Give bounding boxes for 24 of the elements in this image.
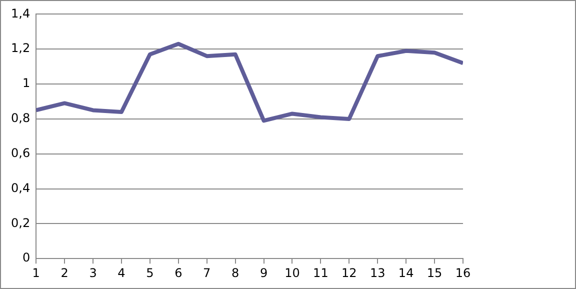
x-tick-label: 8 xyxy=(231,266,240,280)
x-tick-label: 3 xyxy=(89,266,97,280)
x-tick-label: 1 xyxy=(32,266,40,280)
x-tick-label: 2 xyxy=(60,266,68,280)
x-tick-label: 12 xyxy=(342,266,357,280)
y-tick-label: 0,4 xyxy=(10,180,30,195)
y-tick-label: 0,2 xyxy=(10,216,30,230)
x-tick-label: 7 xyxy=(203,266,211,280)
y-tick-label: 1,2 xyxy=(10,41,30,56)
x-tick-label: 11 xyxy=(313,266,328,280)
y-tick-label: 0,6 xyxy=(10,146,30,160)
x-tick-label: 6 xyxy=(174,266,182,280)
x-tick-label: 5 xyxy=(146,266,154,280)
y-tick-label: 0 xyxy=(22,250,30,265)
x-tick-label: 15 xyxy=(426,266,442,280)
x-tick-label: 16 xyxy=(455,266,471,280)
x-tick-label: 10 xyxy=(284,266,300,280)
x-tick-label: 4 xyxy=(118,266,126,280)
x-tick-label: 14 xyxy=(398,266,414,280)
x-tick-label: 9 xyxy=(260,266,268,280)
y-tick-label: 0,8 xyxy=(10,111,30,126)
x-tick-label: 13 xyxy=(370,266,386,280)
y-tick-label: 1,4 xyxy=(10,6,30,20)
y-tick-label: 1 xyxy=(22,76,30,90)
